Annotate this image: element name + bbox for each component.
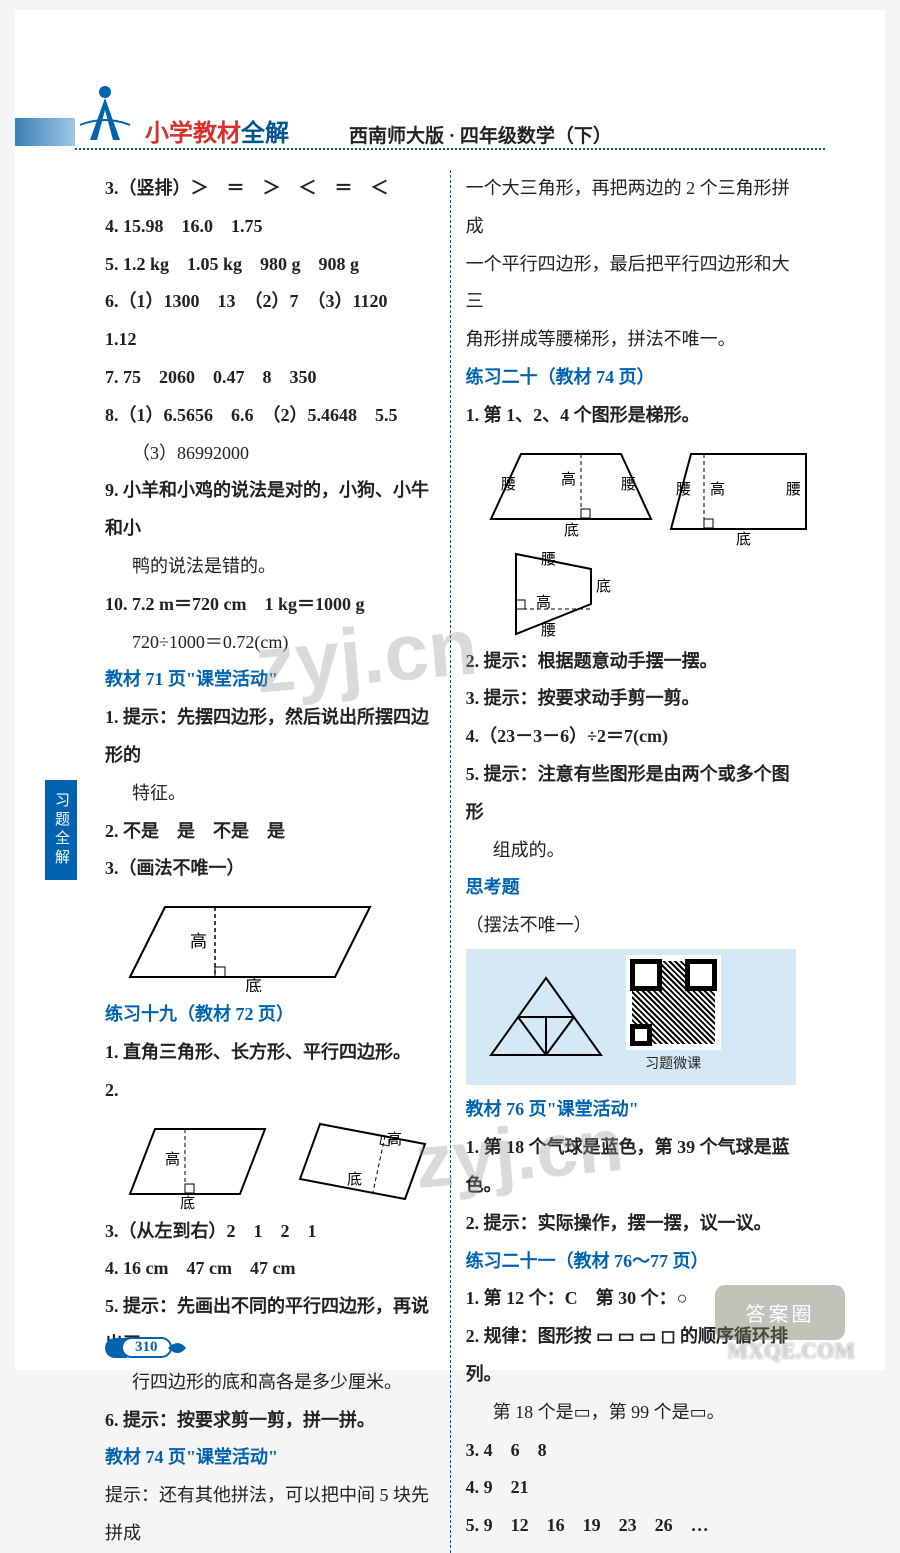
answer-line: 1. 直角三角形、长方形、平行四边形。 bbox=[105, 1034, 436, 1072]
trapezoid-diagrams: 腰 高 腰 底 腰 高 腰 底 腰 底 bbox=[486, 439, 797, 639]
answer-line: 提示：还有其他拼法，可以把中间 5 块先拼成 bbox=[105, 1477, 436, 1553]
section-heading: 练习二十一（教材 76～77 页） bbox=[466, 1243, 797, 1281]
section-heading: 教材 71 页"课堂活动" bbox=[105, 661, 436, 699]
section-heading: 练习二十（教材 74 页） bbox=[466, 359, 797, 397]
answer-line: 8.（1）6.5656 6.6 （2）5.4648 5.5 bbox=[105, 397, 436, 435]
answer-line: 2. 提示：根据题意动手摆一摆。 bbox=[466, 643, 797, 681]
answer-line: 3. 4 6 8 bbox=[466, 1432, 797, 1470]
qr-label: 习题微课 bbox=[626, 1050, 721, 1079]
svg-text:底: 底 bbox=[347, 1171, 362, 1188]
title-primary: 小学教材 bbox=[145, 113, 241, 148]
section-heading: 练习十九（教材 72 页） bbox=[105, 996, 436, 1034]
answer-line: 组成的。 bbox=[466, 832, 797, 870]
column-divider bbox=[450, 170, 451, 1553]
section-heading: 思考题 bbox=[466, 869, 797, 907]
answer-line: 6.（1）1300 13 （2）7 （3）1120 1.12 bbox=[105, 283, 436, 359]
answer-line: 5. 1.2 kg 1.05 kg 980 g 908 g bbox=[105, 246, 436, 284]
answer-line: 4.（23－3－6）÷2＝7(cm) bbox=[466, 718, 797, 756]
answer-line: 特征。 bbox=[105, 775, 436, 813]
qr-block: 习题微课 bbox=[466, 949, 797, 1085]
answer-line: （摆法不唯一） bbox=[466, 907, 797, 945]
svg-text:底: 底 bbox=[564, 522, 579, 539]
answer-line: 一个平行四边形，最后把平行四边形和大三 bbox=[466, 246, 797, 322]
page-number: 310 bbox=[105, 1337, 188, 1358]
title-secondary: 全解 bbox=[241, 113, 289, 148]
svg-text:高: 高 bbox=[387, 1131, 402, 1148]
svg-text:高: 高 bbox=[536, 594, 551, 611]
answer-line: 4. 15.98 16.0 1.75 bbox=[105, 208, 436, 246]
header-stripe bbox=[15, 118, 75, 146]
answer-badge: 答案圈 bbox=[715, 1285, 845, 1340]
svg-text:底: 底 bbox=[596, 578, 611, 595]
svg-text:腰: 腰 bbox=[541, 622, 556, 639]
svg-text:腰: 腰 bbox=[786, 481, 801, 498]
parallelogram-pair-diagram: 高 底 高 底 bbox=[125, 1114, 436, 1209]
svg-text:高: 高 bbox=[710, 481, 725, 498]
answer-line: 3.（竖排）＞ ＝ ＞ ＜ ＝ ＜ bbox=[105, 170, 436, 208]
svg-text:高: 高 bbox=[561, 471, 576, 488]
answer-line: 1. 第 1、2、4 个图形是梯形。 bbox=[466, 397, 797, 435]
answer-line: 行四边形的底和高各是多少厘米。 bbox=[105, 1364, 436, 1402]
answer-line: 2. 不是 是 不是 是 bbox=[105, 813, 436, 851]
answer-line: 6. 提示：按要求剪一剪，拼一拼。 bbox=[105, 1402, 436, 1440]
svg-text:腰: 腰 bbox=[676, 481, 691, 498]
answer-line: 3.（从左到右）2 1 2 1 bbox=[105, 1213, 436, 1251]
svg-text:腰: 腰 bbox=[541, 551, 556, 568]
answer-line: 10. 7.2 m＝720 cm 1 kg＝1000 g bbox=[105, 586, 436, 624]
svg-text:高: 高 bbox=[190, 932, 207, 951]
answer-line: 7. 75 2060 0.47 8 350 bbox=[105, 359, 436, 397]
page-header: 小学教材 全解 西南师大版 · 四年级数学（下） bbox=[15, 10, 885, 160]
answer-line: 2. 提示：实际操作，摆一摆，议一议。 bbox=[466, 1205, 797, 1243]
svg-text:底: 底 bbox=[180, 1195, 195, 1209]
answer-line: 5. 9 12 16 19 23 26 … bbox=[466, 1507, 797, 1545]
answer-line: 第 18 个是▭，第 99 个是▭。 bbox=[466, 1394, 797, 1432]
answer-line: 1. 第 18 个气球是蓝色，第 39 个气球是蓝色。 bbox=[466, 1129, 797, 1205]
svg-text:腰: 腰 bbox=[621, 476, 636, 493]
answer-line: 一个大三角形，再把两边的 2 个三角形拼成 bbox=[466, 170, 797, 246]
title-subtitle: 西南师大版 · 四年级数学（下） bbox=[349, 121, 612, 148]
parallelogram-diagram: 高 底 bbox=[125, 892, 436, 992]
answer-line: 4. 16 cm 47 cm 47 cm bbox=[105, 1250, 436, 1288]
answer-line: 2. bbox=[105, 1072, 436, 1110]
svg-text:底: 底 bbox=[736, 531, 751, 548]
answer-line: 角形拼成等腰梯形，拼法不唯一。 bbox=[466, 321, 797, 359]
answer-line: 3. 提示：按要求动手剪一剪。 bbox=[466, 680, 797, 718]
qr-code[interactable] bbox=[626, 955, 721, 1050]
answer-line: 4. 9 21 bbox=[466, 1469, 797, 1507]
svg-text:腰: 腰 bbox=[501, 476, 516, 493]
section-heading: 教材 76 页"课堂活动" bbox=[466, 1091, 797, 1129]
answer-line: 5. 提示：注意有些图形是由两个或多个图形 bbox=[466, 756, 797, 832]
answer-line: 1. 提示：先摆四边形，然后说出所摆四边形的 bbox=[105, 699, 436, 775]
triangle-diagram bbox=[476, 970, 616, 1065]
answer-line: 鸭的说法是错的。 bbox=[105, 548, 436, 586]
section-heading: 教材 74 页"课堂活动" bbox=[105, 1439, 436, 1477]
svg-text:底: 底 bbox=[245, 977, 262, 992]
answer-line: 9. 小羊和小鸡的说法是对的，小狗、小牛和小 bbox=[105, 472, 436, 548]
answer-line: （3）86992000 bbox=[105, 435, 436, 473]
svg-text:高: 高 bbox=[165, 1151, 180, 1168]
answer-line: 720÷1000＝0.72(cm) bbox=[105, 624, 436, 662]
answer-line: 3.（画法不唯一） bbox=[105, 850, 436, 888]
footer-watermark: MXQE.COM bbox=[727, 1338, 855, 1364]
